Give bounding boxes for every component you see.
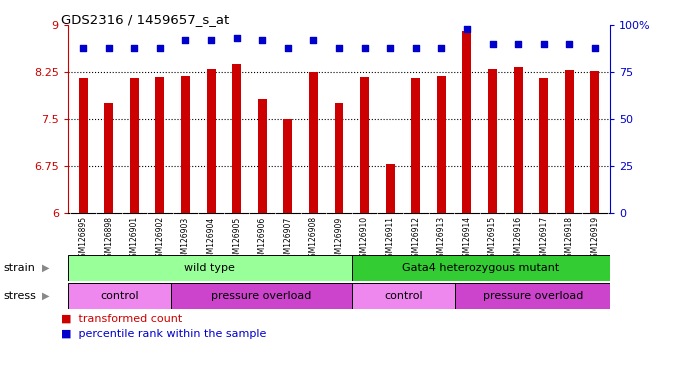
Text: ■  transformed count: ■ transformed count [61, 313, 182, 323]
Text: GSM126911: GSM126911 [386, 216, 395, 262]
Bar [104, 103, 113, 213]
Text: GSM126917: GSM126917 [539, 216, 549, 263]
Text: strain: strain [3, 263, 35, 273]
Bar [386, 164, 395, 213]
Bar [437, 76, 446, 213]
Bar [171, 283, 352, 309]
Point [436, 45, 447, 51]
Text: GSM126914: GSM126914 [462, 216, 471, 263]
Bar [232, 65, 241, 213]
Point [564, 41, 575, 47]
Bar [155, 77, 164, 213]
Text: GSM126918: GSM126918 [565, 216, 574, 262]
Bar [488, 69, 497, 213]
Point [462, 26, 473, 32]
Point [103, 45, 114, 51]
Bar [79, 78, 87, 213]
Point [359, 45, 370, 51]
Text: pressure overload: pressure overload [212, 291, 312, 301]
Bar [360, 77, 369, 213]
Bar [258, 99, 266, 213]
Point [155, 45, 165, 51]
Point [205, 37, 216, 43]
Text: wild type: wild type [184, 263, 235, 273]
Point [308, 37, 319, 43]
Point [283, 45, 294, 51]
Bar [591, 71, 599, 213]
Text: stress: stress [3, 291, 36, 301]
Bar [283, 119, 292, 213]
Text: GSM126910: GSM126910 [360, 216, 369, 263]
Text: GSM126902: GSM126902 [155, 216, 164, 263]
Text: pressure overload: pressure overload [483, 291, 583, 301]
Text: GSM126906: GSM126906 [258, 216, 266, 263]
Text: GSM126895: GSM126895 [79, 216, 87, 263]
Text: GSM126903: GSM126903 [181, 216, 190, 263]
Text: GDS2316 / 1459657_s_at: GDS2316 / 1459657_s_at [61, 13, 229, 26]
Bar [130, 78, 139, 213]
Point [410, 45, 421, 51]
Text: GSM126904: GSM126904 [207, 216, 216, 263]
Bar [565, 70, 574, 213]
Point [384, 45, 395, 51]
Point [334, 45, 344, 51]
Text: Gata4 heterozygous mutant: Gata4 heterozygous mutant [403, 263, 559, 273]
Text: GSM126898: GSM126898 [104, 216, 113, 262]
Text: GSM126913: GSM126913 [437, 216, 446, 263]
Text: GSM126916: GSM126916 [514, 216, 523, 263]
Text: control: control [384, 291, 423, 301]
Text: GSM126907: GSM126907 [283, 216, 292, 263]
Bar [181, 76, 190, 213]
Point [538, 41, 549, 47]
Bar [539, 78, 548, 213]
Point [589, 45, 600, 51]
Text: GSM126908: GSM126908 [309, 216, 318, 263]
Bar [412, 78, 420, 213]
Bar [514, 67, 523, 213]
Bar [68, 283, 171, 309]
Point [487, 41, 498, 47]
Text: GSM126909: GSM126909 [334, 216, 344, 263]
Text: ▶: ▶ [42, 291, 49, 301]
Text: GSM126901: GSM126901 [129, 216, 139, 263]
Point [180, 37, 191, 43]
Text: ▶: ▶ [42, 263, 49, 273]
Bar [352, 255, 610, 281]
Text: GSM126915: GSM126915 [488, 216, 497, 263]
Bar [207, 69, 216, 213]
Text: GSM126919: GSM126919 [591, 216, 599, 263]
Text: GSM126905: GSM126905 [232, 216, 241, 263]
Point [513, 41, 523, 47]
Point [257, 37, 268, 43]
Bar [68, 255, 352, 281]
Point [78, 45, 89, 51]
Bar [352, 283, 455, 309]
Point [129, 45, 140, 51]
Text: GSM126912: GSM126912 [412, 216, 420, 262]
Text: ■  percentile rank within the sample: ■ percentile rank within the sample [61, 329, 266, 339]
Point [231, 35, 242, 41]
Bar [334, 103, 344, 213]
Bar [462, 31, 471, 213]
Bar [455, 283, 610, 309]
Text: control: control [100, 291, 139, 301]
Bar [309, 72, 318, 213]
